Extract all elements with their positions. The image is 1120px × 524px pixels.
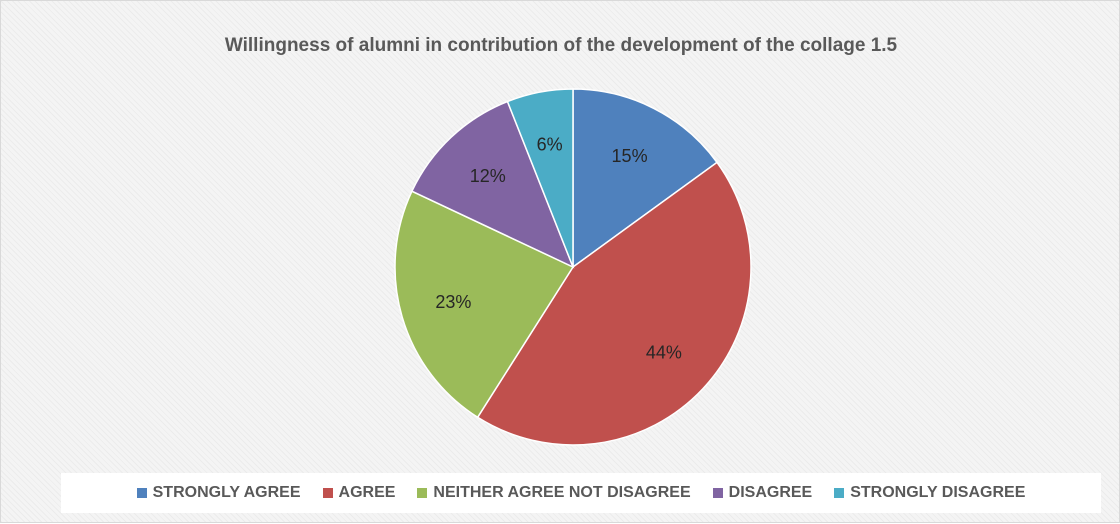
legend-item-agree: AGREE [322, 484, 396, 502]
legend-label: STRONGLY DISAGREE [850, 484, 1026, 501]
data-label-agree: 44% [646, 342, 682, 362]
legend-item-neither-agree-not-disagree: NEITHER AGREE NOT DISAGREE [417, 484, 691, 502]
legend-label: AGREE [338, 484, 396, 501]
data-label-neither-agree-not-disagree: 23% [435, 292, 471, 312]
legend-item-disagree: DISAGREE [712, 484, 813, 502]
data-label-strongly-disagree: 6% [537, 135, 563, 155]
legend-label: DISAGREE [728, 484, 813, 501]
pie-slice-agree [476, 161, 752, 446]
data-label-strongly-agree: 15% [612, 146, 648, 166]
legend-label: NEITHER AGREE NOT DISAGREE [433, 484, 691, 501]
legend-label: STRONGLY AGREE [152, 484, 301, 501]
pie-slice-strongly-agree [572, 88, 719, 269]
legend-swatch [417, 488, 428, 498]
legend-swatch [712, 488, 723, 498]
pie-slice-disagree [410, 100, 575, 269]
legend-swatch [322, 488, 333, 498]
legend-swatch [136, 488, 147, 498]
chart-title: Willingness of alumni in contribution of… [224, 35, 898, 56]
legend-item-strongly-disagree: STRONGLY DISAGREE [834, 484, 1025, 502]
legend-swatch [834, 488, 845, 498]
legend: STRONGLY AGREE AGREE NEITHER AGREE NOT DIS… [61, 473, 1101, 513]
pie-slice-neither-agree-not-disagree [394, 190, 575, 419]
data-label-disagree: 12% [470, 166, 506, 186]
pie-slice-strongly-disagree [506, 88, 574, 268]
legend-item-strongly-agree: STRONGLY AGREE [136, 484, 301, 502]
